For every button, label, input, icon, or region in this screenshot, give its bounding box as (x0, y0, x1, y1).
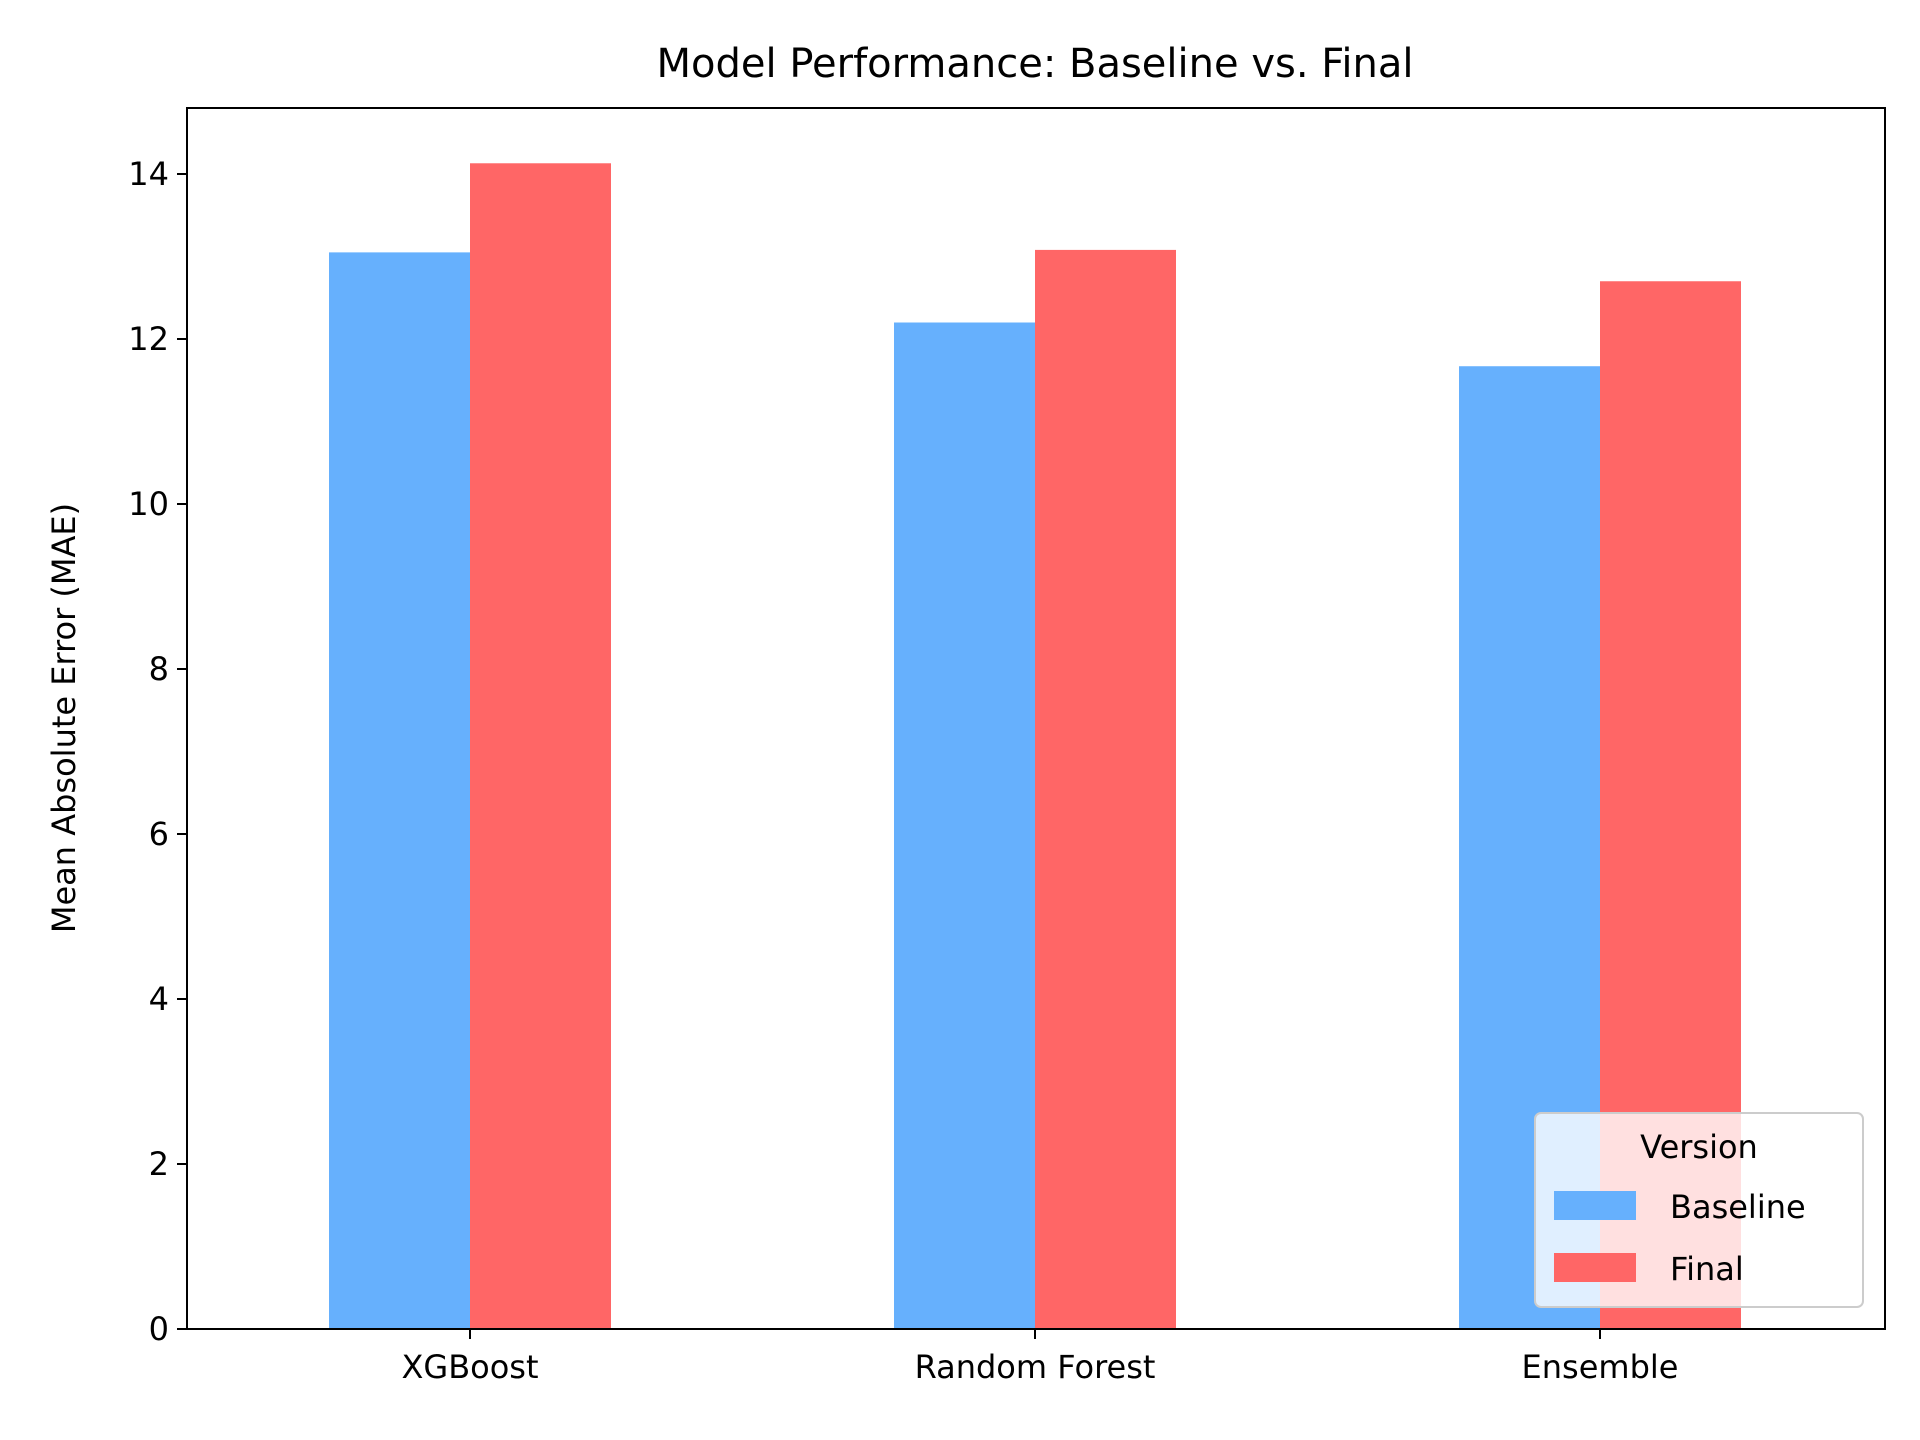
legend: Version Baseline Final (1534, 1112, 1864, 1308)
y-tick-label: 12 (128, 320, 169, 358)
bar-final-xgboost (470, 163, 611, 1329)
x-axis: XGBoost Random Forest Ensemble (401, 1329, 1678, 1386)
legend-label-baseline: Baseline (1670, 1188, 1806, 1226)
y-tick-label: 8 (149, 650, 169, 688)
legend-label-final: Final (1670, 1250, 1744, 1288)
y-tick-label: 4 (149, 980, 169, 1018)
legend-swatch-final (1554, 1253, 1636, 1282)
bars-group (329, 163, 1741, 1330)
bar-final-random-forest (1035, 249, 1176, 1329)
y-axis: 0 2 4 6 8 10 12 14 (128, 155, 187, 1348)
y-tick-label: 0 (149, 1310, 169, 1348)
y-axis-label: Mean Absolute Error (MAE) (45, 503, 83, 933)
y-tick-label: 10 (128, 485, 169, 523)
y-tick-label: 2 (149, 1145, 169, 1183)
legend-title: Version (1640, 1128, 1758, 1166)
chart-title: Model Performance: Baseline vs. Final (657, 41, 1414, 87)
bar-baseline-random-forest (894, 322, 1035, 1329)
legend-swatch-baseline (1554, 1191, 1636, 1220)
bar-baseline-xgboost (329, 252, 470, 1329)
y-tick-label: 6 (149, 815, 169, 853)
x-tick-label-xgboost: XGBoost (401, 1348, 538, 1386)
y-tick-label: 14 (128, 155, 169, 193)
x-tick-label-ensemble: Ensemble (1522, 1348, 1679, 1386)
x-tick-label-random-forest: Random Forest (915, 1348, 1156, 1386)
